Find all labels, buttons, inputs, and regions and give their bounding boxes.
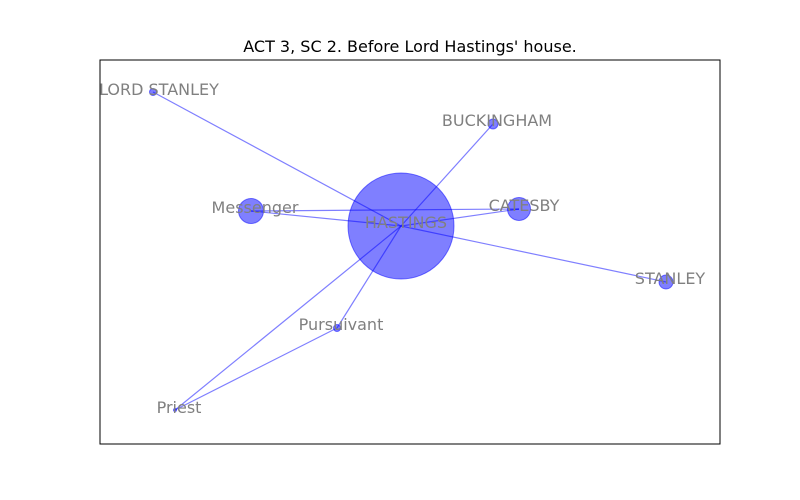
node-label-stanley: STANLEY bbox=[635, 269, 706, 288]
node-catesby bbox=[507, 197, 531, 221]
label-layer: HASTINGS LORD STANLEY BUCKINGHAM Messenger C… bbox=[99, 80, 705, 417]
node-priest bbox=[173, 408, 177, 412]
node-lord-stanley bbox=[149, 88, 157, 96]
edge-pursuivant-priest bbox=[174, 327, 338, 411]
node-messenger bbox=[238, 198, 264, 224]
node-stanley bbox=[658, 274, 674, 290]
node-label-hastings: HASTINGS bbox=[365, 213, 447, 232]
node-label-buckingham: BUCKINGHAM bbox=[442, 111, 552, 130]
node-label-priest: Priest bbox=[157, 398, 202, 417]
axes-frame bbox=[99, 59, 721, 445]
node-pursuivant bbox=[333, 324, 341, 332]
node-label-lord-stanley: LORD STANLEY bbox=[99, 80, 219, 99]
node-hastings bbox=[347, 172, 455, 280]
node-layer bbox=[149, 88, 674, 412]
node-label-pursuivant: Pursuivant bbox=[299, 315, 384, 334]
node-label-catesby: CATESBY bbox=[489, 196, 560, 215]
figure-title: ACT 3, SC 2. Before Lord Hastings' house… bbox=[243, 37, 577, 56]
node-buckingham bbox=[487, 118, 499, 130]
node-label-messenger: Messenger bbox=[212, 198, 299, 217]
